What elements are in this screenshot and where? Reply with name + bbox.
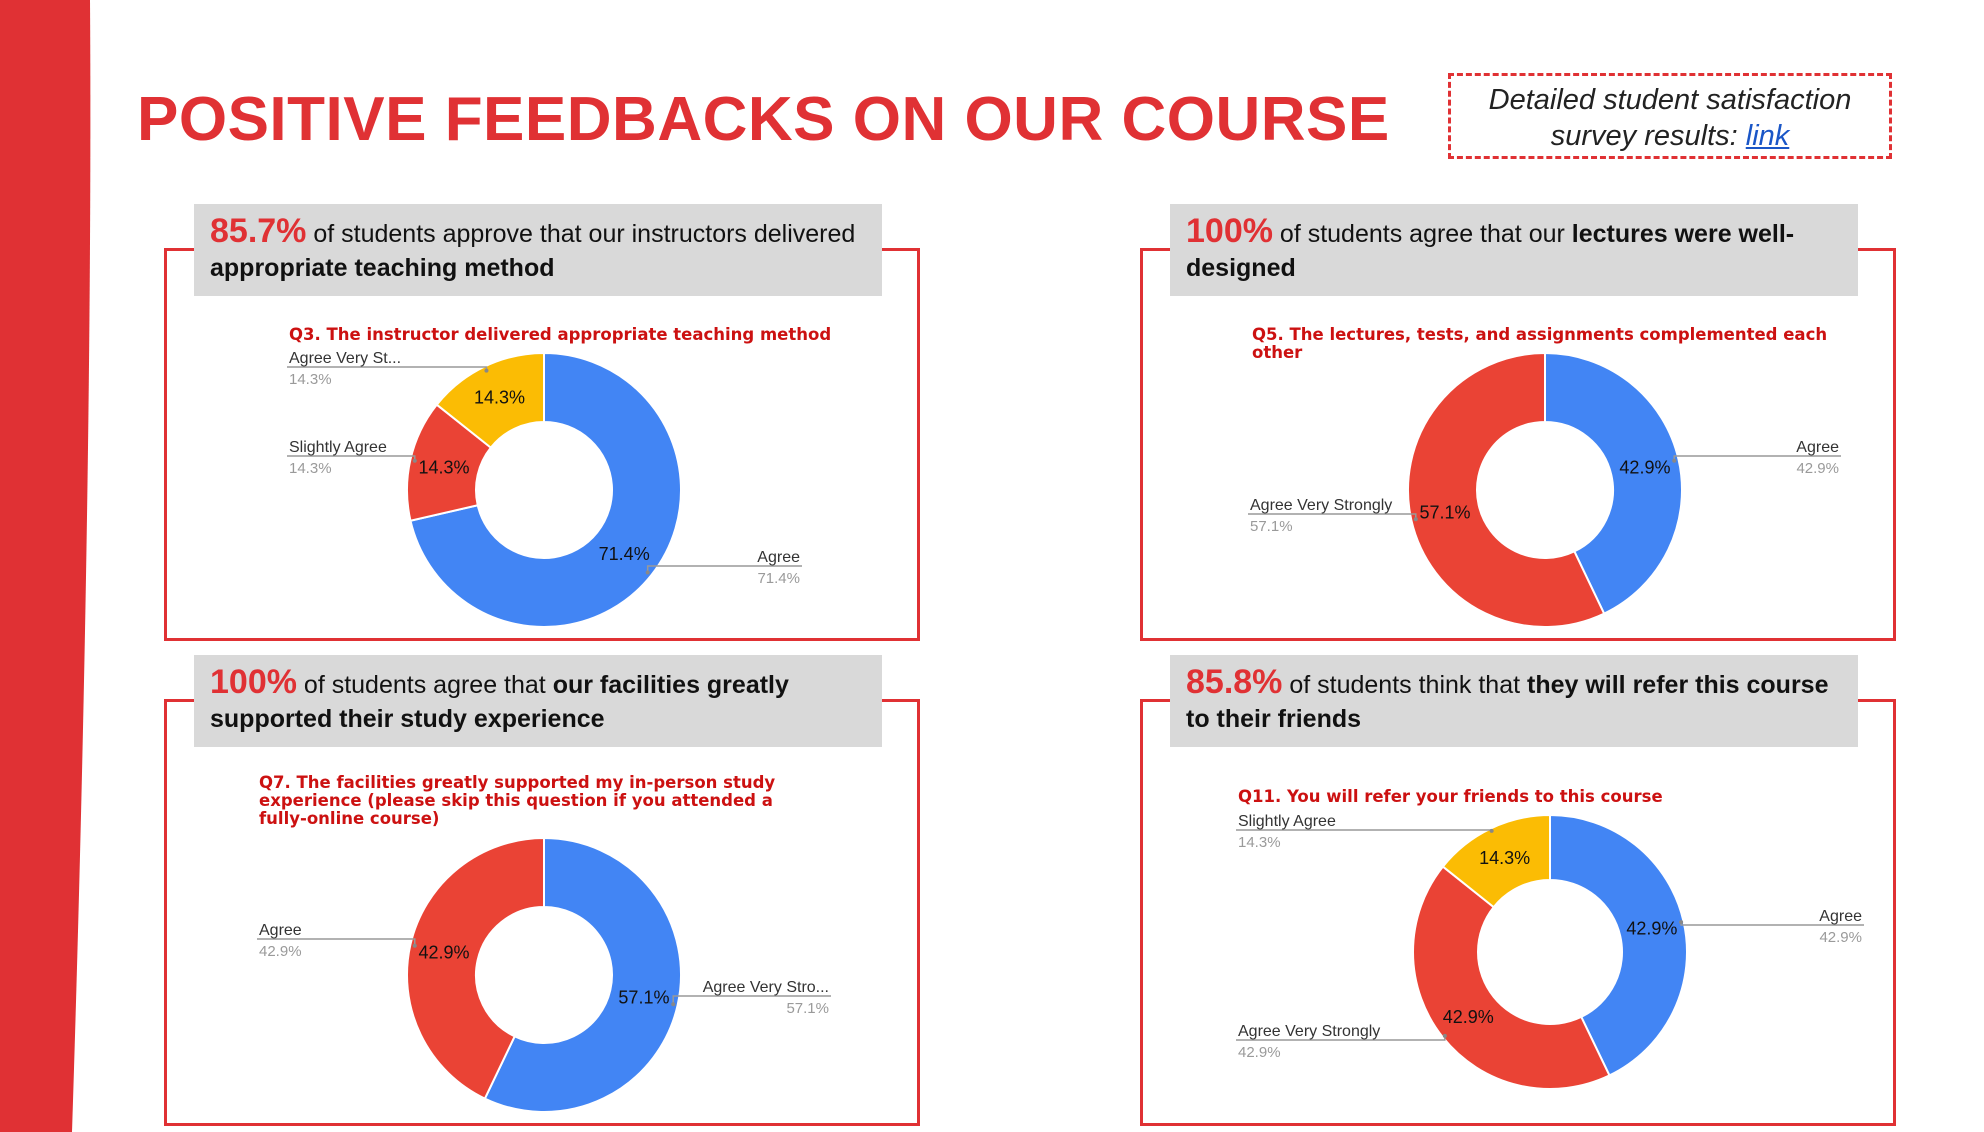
- donut-slice: [409, 351, 682, 628]
- caption-text: of students think that: [1282, 671, 1527, 699]
- legend-value: 42.9%: [1819, 929, 1862, 946]
- slice-value-label: 57.1%: [1420, 503, 1471, 523]
- legend-label: Agree Very St...: [289, 350, 401, 367]
- caption-referral: 85.8% of students think that they will r…: [1170, 655, 1858, 747]
- donut-slice: [1441, 813, 1551, 909]
- leader-dot: [1679, 920, 1684, 925]
- caption-highlight: lectures were well-designed: [1186, 220, 1795, 282]
- slice-value-label: 42.9%: [419, 942, 470, 962]
- donut-slice: [1407, 351, 1606, 628]
- leader-dot: [412, 458, 417, 463]
- donut-slice: [406, 836, 545, 1100]
- slice-value-label: 14.3%: [1479, 848, 1530, 868]
- legend-value: 71.4%: [757, 570, 800, 587]
- donut-slice: [1549, 813, 1688, 1077]
- legend-label: Agree: [757, 549, 800, 566]
- caption-text: of students agree that our: [1272, 220, 1572, 248]
- donut-slice: [1544, 351, 1683, 615]
- caption-text: of students approve that our instructors…: [306, 220, 856, 248]
- leader-dot: [1489, 828, 1494, 833]
- caption-lectures: 100% of students agree that our lectures…: [1170, 204, 1858, 296]
- legend-value: 57.1%: [786, 1000, 829, 1017]
- survey-link-box: Detailed student satisfaction survey res…: [1448, 73, 1892, 159]
- slice-value-label: 71.4%: [599, 544, 650, 564]
- leader-line: [646, 565, 802, 573]
- legend-value: 14.3%: [1238, 834, 1281, 851]
- slice-value-label: 14.3%: [474, 388, 525, 408]
- caption-percentage: 85.7%: [210, 212, 307, 250]
- legend-label: Agree: [1796, 439, 1839, 456]
- chart-title: Q3. The instructor delivered appropriate…: [289, 325, 832, 344]
- slice-value-label: 42.9%: [1626, 919, 1677, 939]
- caption-highlight: our facilities greatly supported their s…: [210, 671, 789, 733]
- leader-dot: [671, 1002, 676, 1007]
- legend-value: 14.3%: [289, 460, 332, 477]
- legend-label: Agree: [1819, 908, 1862, 925]
- donut-slice: [435, 351, 545, 450]
- legend-value: 42.9%: [259, 943, 302, 960]
- legend-value: 14.3%: [289, 371, 332, 388]
- legend-label: Agree Very Stro...: [703, 979, 829, 996]
- legend-label: Slightly Agree: [1238, 813, 1336, 830]
- caption-percentage: 100%: [1186, 212, 1273, 250]
- legend-value: 42.9%: [1796, 460, 1839, 477]
- chart-title: Q7. The facilities greatly supported my …: [259, 773, 776, 828]
- leader-dot: [1672, 458, 1677, 463]
- legend-value: 57.1%: [1250, 518, 1293, 535]
- caption-facilities: 100% of students agree that our faciliti…: [194, 655, 882, 747]
- caption-teaching-method: 85.7% of students approve that our instr…: [194, 204, 882, 296]
- donut-slice: [483, 836, 682, 1113]
- caption-highlight: appropriate teaching method: [210, 254, 555, 282]
- caption-text: of students agree that: [296, 671, 553, 699]
- slice-value-label: 14.3%: [419, 457, 470, 477]
- slice-value-label: 57.1%: [618, 988, 669, 1008]
- chart-title: Q5. The lectures, tests, and assignments…: [1252, 325, 1828, 362]
- survey-link[interactable]: link: [1745, 120, 1790, 152]
- slice-value-label: 42.9%: [1443, 1007, 1494, 1027]
- caption-highlight: they will refer this course to their fri…: [1186, 671, 1829, 733]
- legend-label: Agree: [259, 922, 302, 939]
- side-stripe: [0, 0, 91, 1132]
- leader-line: [1236, 829, 1493, 831]
- slice-value-label: 42.9%: [1619, 457, 1670, 477]
- leader-line: [257, 938, 416, 946]
- leader-dot: [645, 570, 650, 575]
- page-title: POSITIVE FEEDBACKS ON OUR COURSE: [137, 85, 1390, 154]
- caption-percentage: 100%: [210, 663, 297, 701]
- legend-label: Slightly Agree: [289, 439, 387, 456]
- chart-title: Q11. You will refer your friends to this…: [1238, 787, 1663, 806]
- donut-slice: [1412, 865, 1611, 1090]
- survey-text: Detailed student satisfaction survey res…: [1488, 84, 1852, 152]
- leader-dot: [412, 943, 417, 948]
- leader-dot: [1413, 517, 1418, 522]
- leader-dot: [1442, 1033, 1447, 1038]
- leader-dot: [484, 368, 489, 373]
- caption-percentage: 85.8%: [1186, 663, 1283, 701]
- legend-label: Agree Very Strongly: [1238, 1023, 1380, 1040]
- legend-label: Agree Very Strongly: [1250, 497, 1392, 514]
- legend-value: 42.9%: [1238, 1044, 1281, 1061]
- leader-line: [672, 995, 831, 1005]
